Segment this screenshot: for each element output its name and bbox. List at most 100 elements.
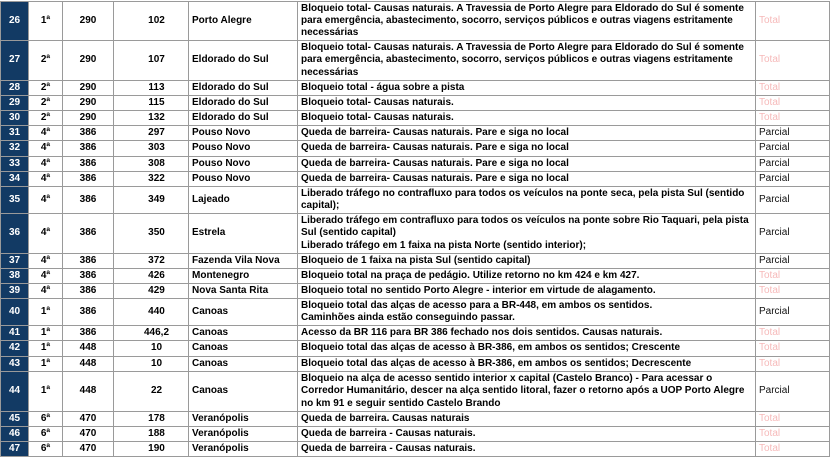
table-row: 39 4ª 386 429 Nova Santa Rita Bloqueio total … (0, 283, 830, 299)
table-row: 41 1ª 386 446,2 Canoas Acesso da BR 116 para … (0, 325, 830, 341)
table-row: 27 2ª 290 107 Eldorado do Sul Bloqueio total-… (0, 40, 830, 81)
km-cell: 10 (113, 356, 189, 372)
regional-cell: 4ª (28, 253, 63, 269)
regional-cell: 1ª (28, 325, 63, 341)
regional-cell: 6ª (28, 426, 63, 442)
table-row: 34 4ª 386 322 Pouso Novo Queda de barreira- C… (0, 171, 830, 187)
km-cell: 440 (113, 298, 189, 326)
row-number: 33 (0, 156, 29, 172)
row-number: 42 (0, 340, 29, 357)
table-row: 38 4ª 386 426 Montenegro Bloqueio total na pr… (0, 268, 830, 284)
table-row: 26 1ª 290 102 Porto Alegre Bloqueio total- Ca… (0, 1, 830, 41)
br-cell: 290 (62, 40, 114, 81)
km-cell: 102 (113, 1, 189, 41)
table-row: 42 1ª 448 10 Canoas Bloqueio total das alças … (0, 340, 830, 357)
status-cell: Total (755, 283, 830, 299)
row-number: 30 (0, 110, 29, 126)
regional-cell: 6ª (28, 411, 63, 427)
regional-cell: 4ª (28, 125, 63, 141)
city-cell: Lajeado (188, 186, 298, 214)
status-cell: Total (755, 95, 830, 111)
city-cell: Eldorado do Sul (188, 110, 298, 126)
regional-cell: 1ª (28, 371, 63, 412)
table-row: 45 6ª 470 178 Veranópolis Queda de barreira. … (0, 411, 830, 427)
km-cell: 10 (113, 340, 189, 357)
km-cell: 350 (113, 213, 189, 254)
br-cell: 386 (62, 213, 114, 254)
status-cell: Total (755, 411, 830, 427)
row-number: 31 (0, 125, 29, 141)
km-cell: 426 (113, 268, 189, 284)
regional-cell: 4ª (28, 171, 63, 187)
description-cell: Bloqueio total na praça de pedágio. Util… (297, 268, 756, 284)
description-cell: Bloqueio total das alças de acesso à BR-… (297, 340, 756, 357)
km-cell: 22 (113, 371, 189, 412)
row-number: 34 (0, 171, 29, 187)
description-cell: Bloqueio total das alças de acesso para … (297, 298, 756, 326)
description-cell: Queda de barreira - Causas naturais. (297, 441, 756, 457)
regional-cell: 4ª (28, 186, 63, 214)
description-cell: Bloqueio total- Causas naturais. (297, 110, 756, 126)
br-cell: 386 (62, 325, 114, 341)
city-cell: Fazenda Vila Nova (188, 253, 298, 269)
table-row: 40 1ª 386 440 Canoas Bloqueio total das alças… (0, 298, 830, 326)
row-number: 46 (0, 426, 29, 442)
km-cell: 115 (113, 95, 189, 111)
city-cell: Canoas (188, 356, 298, 372)
regional-cell: 4ª (28, 156, 63, 172)
br-cell: 386 (62, 268, 114, 284)
regional-cell: 2ª (28, 80, 63, 96)
row-number: 29 (0, 95, 29, 111)
br-cell: 448 (62, 356, 114, 372)
br-cell: 290 (62, 80, 114, 96)
status-cell: Parcial (755, 371, 830, 412)
km-cell: 322 (113, 171, 189, 187)
table-row: 28 2ª 290 113 Eldorado do Sul Bloqueio total … (0, 80, 830, 96)
description-cell: Bloqueio total - água sobre a pista (297, 80, 756, 96)
km-cell: 107 (113, 40, 189, 81)
br-cell: 386 (62, 156, 114, 172)
br-cell: 448 (62, 340, 114, 357)
km-cell: 113 (113, 80, 189, 96)
regional-cell: 1ª (28, 340, 63, 357)
km-cell: 446,2 (113, 325, 189, 341)
table-row: 36 4ª 386 350 Estrela Liberado tráfego em con… (0, 213, 830, 254)
table-row: 46 6ª 470 188 Veranópolis Queda de barreira -… (0, 426, 830, 442)
regional-cell: 4ª (28, 213, 63, 254)
description-cell: Acesso da BR 116 para BR 386 fechado nos… (297, 325, 756, 341)
table-row: 31 4ª 386 297 Pouso Novo Queda de barreira- C… (0, 125, 830, 141)
row-number: 36 (0, 213, 29, 254)
city-cell: Porto Alegre (188, 1, 298, 41)
description-cell: Queda de barreira- Causas naturais. Pare… (297, 140, 756, 157)
regional-cell: 1ª (28, 356, 63, 372)
regional-cell: 2ª (28, 110, 63, 126)
table-row: 33 4ª 386 308 Pouso Novo Queda de barreira- C… (0, 156, 830, 172)
status-cell: Parcial (755, 298, 830, 326)
status-cell: Parcial (755, 253, 830, 269)
br-cell: 386 (62, 283, 114, 299)
status-cell: Parcial (755, 186, 830, 214)
table-row: 43 1ª 448 10 Canoas Bloqueio total das alças … (0, 356, 830, 372)
row-number: 27 (0, 40, 29, 81)
status-cell: Parcial (755, 156, 830, 172)
status-cell: Total (755, 110, 830, 126)
status-cell: Total (755, 268, 830, 284)
br-cell: 386 (62, 171, 114, 187)
table-row: 47 6ª 470 190 Veranópolis Queda de barreira -… (0, 441, 830, 457)
br-cell: 290 (62, 110, 114, 126)
city-cell: Canoas (188, 298, 298, 326)
description-cell: Bloqueio total- Causas naturais. A Trave… (297, 1, 756, 41)
description-cell: Bloqueio total das alças de acesso à BR-… (297, 356, 756, 372)
status-cell: Total (755, 80, 830, 96)
regional-cell: 2ª (28, 40, 63, 81)
row-number: 40 (0, 298, 29, 326)
km-cell: 188 (113, 426, 189, 442)
city-cell: Eldorado do Sul (188, 95, 298, 111)
status-cell: Total (755, 40, 830, 81)
city-cell: Pouso Novo (188, 125, 298, 141)
km-cell: 190 (113, 441, 189, 457)
regional-cell: 4ª (28, 283, 63, 299)
city-cell: Pouso Novo (188, 171, 298, 187)
description-cell: Liberado tráfego em contrafluxo para tod… (297, 213, 756, 254)
regional-cell: 1ª (28, 1, 63, 41)
